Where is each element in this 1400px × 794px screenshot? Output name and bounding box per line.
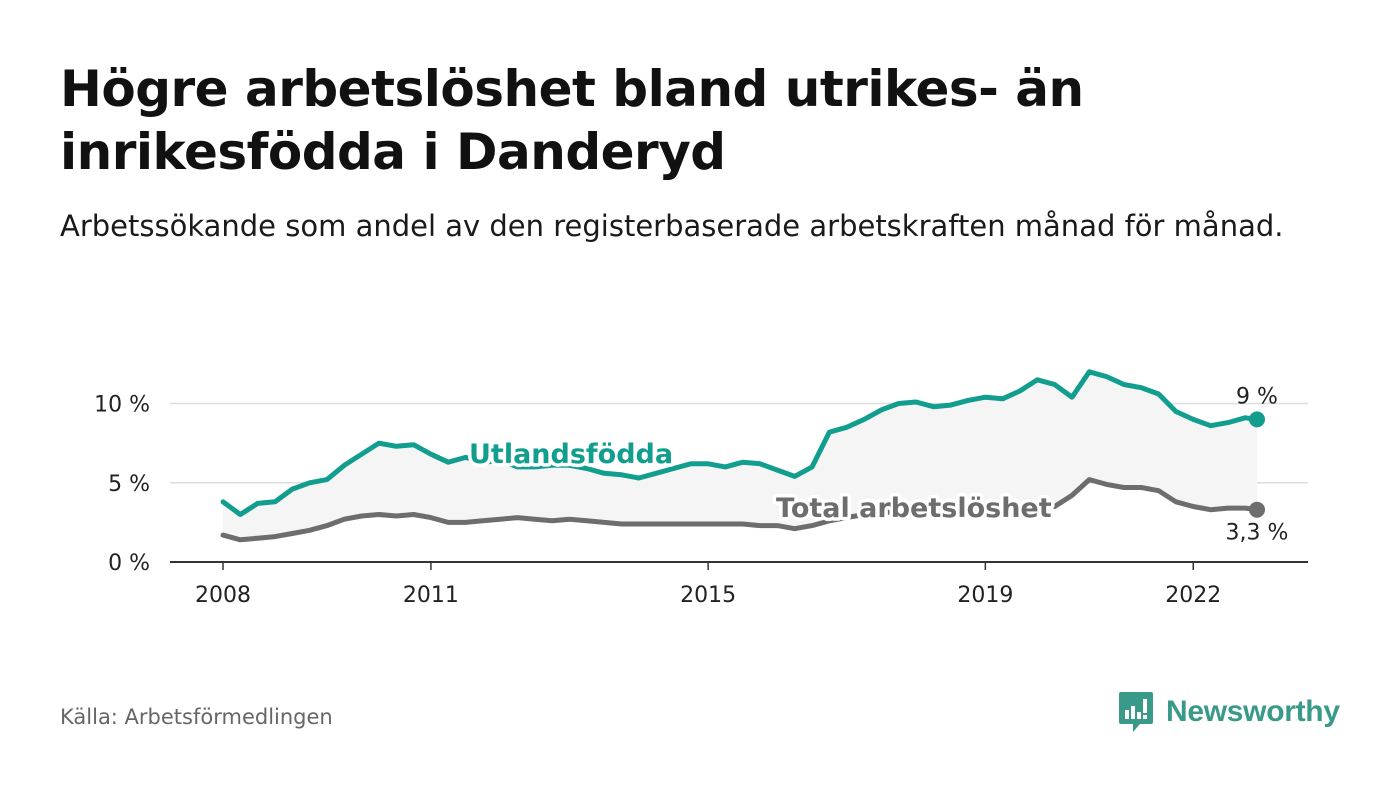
series-gap-area	[223, 371, 1257, 540]
series-label-utlandsfodda: Utlandsfödda	[469, 439, 673, 470]
y-tick-label: 5 %	[108, 472, 150, 497]
end-label-utlandsfodda: 9 %	[1236, 384, 1278, 409]
series-line-utlandsfodda	[220, 369, 1260, 517]
y-tick-label: 10 %	[94, 393, 150, 418]
y-tick-label: 0 %	[108, 551, 150, 576]
x-axis-labels: 2008 2011 2015 2019 2022	[195, 583, 1221, 608]
y-axis-labels: 0 % 5 % 10 %	[94, 393, 150, 576]
brand-logo[interactable]: Newsworthy	[1118, 690, 1340, 734]
x-tick-label: 2008	[195, 583, 251, 608]
end-point-utlandsfodda	[1249, 411, 1265, 428]
end-label-total-arbetsloshet: 3,3 %	[1226, 521, 1289, 546]
x-tick-label: 2011	[403, 583, 459, 608]
end-point-total-arbetsloshet	[1249, 501, 1265, 518]
x-tick-label: 2022	[1165, 583, 1221, 608]
chart-subtitle: Arbetssökande som andel av den registerb…	[60, 209, 1284, 243]
newsworthy-logo-icon	[1119, 692, 1153, 732]
x-axis-ticks	[222, 562, 1194, 570]
x-tick-label: 2015	[680, 583, 736, 608]
series-line-total-arbetsloshet	[220, 477, 1260, 543]
chart-title: Högre arbetslöshet bland utrikes- än inr…	[60, 60, 1084, 181]
brand-name: Newsworthy	[1166, 695, 1340, 728]
series-label-total-arbetsloshet: Total arbetslöshet	[776, 493, 1052, 524]
line-chart: 0 % 5 % 10 % 2008 2011 2015 2019 2022 Utlandsf…	[94, 369, 1308, 608]
x-tick-label: 2019	[957, 583, 1013, 608]
source-note: Källa: Arbetsförmedlingen	[60, 705, 333, 729]
